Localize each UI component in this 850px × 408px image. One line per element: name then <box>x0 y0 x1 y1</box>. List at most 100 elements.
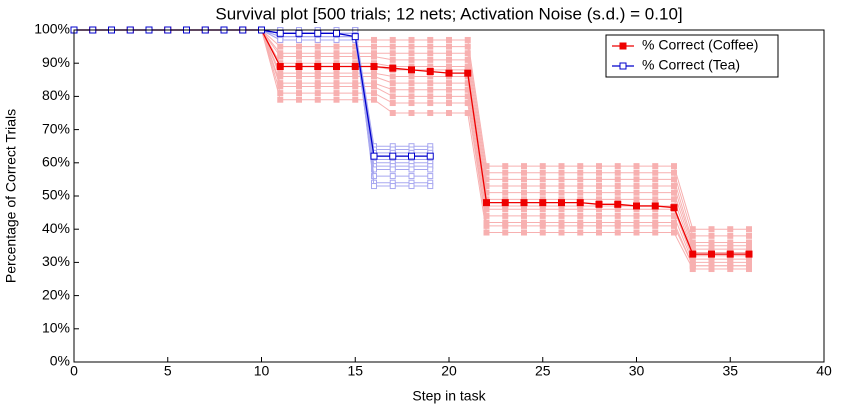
net-marker <box>577 183 584 190</box>
net-marker <box>408 93 415 100</box>
net-marker <box>427 93 434 100</box>
net-marker <box>633 169 640 176</box>
net-marker <box>502 176 509 183</box>
net-marker <box>671 212 677 219</box>
net-marker <box>539 163 546 170</box>
net-marker <box>614 176 621 183</box>
net-marker <box>446 50 452 57</box>
net-marker <box>408 110 415 116</box>
y-tick-label: 70% <box>42 120 70 136</box>
series-marker <box>520 199 528 207</box>
net-marker <box>502 183 509 190</box>
y-axis-label: Percentage of Correct Trials <box>3 109 19 283</box>
net-marker <box>727 232 734 239</box>
net-marker <box>689 266 696 273</box>
net-marker <box>558 176 565 183</box>
net-marker <box>633 189 640 196</box>
series-marker <box>295 63 303 71</box>
net-marker <box>633 183 640 190</box>
net-marker <box>614 212 621 219</box>
net-marker <box>464 80 471 87</box>
net-marker <box>652 163 659 170</box>
net-marker <box>446 110 452 116</box>
net-marker <box>502 229 509 236</box>
net-marker <box>296 53 302 60</box>
net-marker <box>558 206 565 213</box>
net-marker <box>521 212 527 219</box>
net-marker <box>577 206 584 213</box>
net-marker <box>371 43 377 50</box>
net-marker <box>464 100 471 107</box>
net-marker <box>539 189 546 196</box>
net-marker <box>652 196 659 203</box>
net-marker <box>371 183 377 190</box>
net-marker <box>333 96 340 103</box>
net-marker <box>652 229 659 236</box>
net-marker <box>427 50 434 57</box>
net-marker <box>296 73 302 80</box>
series-marker <box>351 33 359 41</box>
net-marker <box>446 80 452 87</box>
net-marker <box>464 43 471 50</box>
net-marker <box>333 53 340 60</box>
legend-label: % Correct (Tea) <box>642 57 740 73</box>
net-marker <box>614 222 621 229</box>
net-marker <box>446 100 452 107</box>
legend-label: % Correct (Coffee) <box>642 37 758 53</box>
net-marker <box>689 232 696 239</box>
net-marker <box>408 166 415 173</box>
net-marker <box>671 163 677 170</box>
net-marker <box>558 229 565 236</box>
net-marker <box>333 83 340 90</box>
legend-marker <box>619 62 627 70</box>
net-marker <box>596 222 602 229</box>
net-marker <box>296 83 302 90</box>
net-marker <box>502 212 509 219</box>
legend-box <box>605 34 779 78</box>
net-marker <box>333 36 340 43</box>
series-marker <box>333 63 340 71</box>
series-marker <box>595 200 603 208</box>
net-marker <box>577 189 584 196</box>
series-marker <box>445 69 453 77</box>
y-tick-label: 10% <box>42 320 70 336</box>
net-marker <box>633 212 640 219</box>
net-marker <box>633 222 640 229</box>
series-marker <box>708 250 715 258</box>
net-marker <box>577 212 584 219</box>
net-marker <box>296 96 302 103</box>
series-marker <box>314 63 322 71</box>
net-marker <box>502 169 509 176</box>
series-marker <box>314 29 322 37</box>
net-marker <box>521 189 527 196</box>
series-marker <box>370 63 378 71</box>
net-marker <box>314 73 321 80</box>
x-tick-label: 25 <box>535 363 551 379</box>
y-tick-label: 0% <box>50 353 70 369</box>
net-marker <box>464 110 471 116</box>
net-marker <box>652 176 659 183</box>
series-marker <box>745 250 753 258</box>
series-marker <box>276 63 284 71</box>
net-marker <box>671 176 677 183</box>
net-marker <box>277 53 284 60</box>
net-marker <box>333 73 340 80</box>
y-tick-label: 100% <box>34 21 70 37</box>
net-marker <box>408 86 415 93</box>
net-marker <box>577 163 584 170</box>
series-marker <box>670 204 678 212</box>
net-marker <box>483 222 490 229</box>
net-marker <box>389 43 396 50</box>
net-marker <box>671 169 677 176</box>
series-marker <box>651 202 659 210</box>
series-marker <box>426 68 434 75</box>
net-marker <box>352 96 359 103</box>
legend-marker <box>619 42 627 50</box>
series-marker <box>726 250 734 258</box>
net-marker <box>521 183 527 190</box>
net-marker <box>671 196 677 203</box>
net-marker <box>427 173 434 180</box>
net-marker <box>671 189 677 196</box>
net-marker <box>314 96 321 103</box>
net-marker <box>314 83 321 90</box>
